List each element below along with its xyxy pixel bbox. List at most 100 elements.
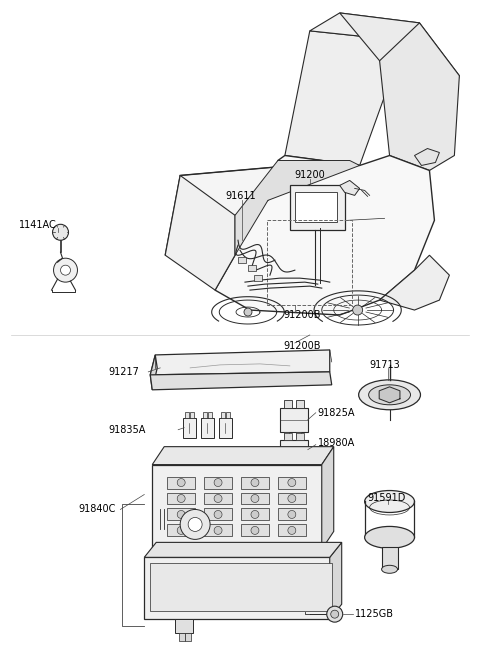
Bar [254, 275, 262, 281]
Polygon shape [380, 255, 449, 310]
Circle shape [288, 479, 296, 487]
Text: 18980A: 18980A [318, 438, 355, 447]
Bar [208, 412, 212, 418]
Bar [296, 433, 304, 440]
Circle shape [180, 510, 210, 539]
Bar [284, 433, 292, 440]
Circle shape [214, 527, 222, 534]
Bar [226, 412, 230, 418]
Bar [295, 193, 336, 222]
Circle shape [214, 479, 222, 487]
Polygon shape [150, 355, 157, 390]
Circle shape [214, 510, 222, 519]
Text: 91591D: 91591D [368, 493, 406, 502]
Bar [241, 508, 269, 521]
Bar [185, 412, 189, 418]
Ellipse shape [365, 527, 415, 548]
Bar [241, 477, 269, 489]
Circle shape [288, 527, 296, 534]
Bar [284, 400, 292, 408]
Ellipse shape [359, 380, 420, 410]
Polygon shape [322, 447, 334, 550]
Bar [185, 633, 191, 641]
Text: 91825A: 91825A [318, 408, 355, 418]
Bar [201, 418, 214, 438]
Bar [290, 185, 345, 231]
Circle shape [353, 305, 363, 315]
Circle shape [331, 610, 339, 618]
Circle shape [177, 527, 185, 534]
Text: 91217: 91217 [108, 367, 139, 377]
Circle shape [288, 495, 296, 502]
Bar [167, 508, 195, 521]
Bar [219, 418, 232, 438]
Ellipse shape [382, 565, 397, 573]
Circle shape [251, 527, 259, 534]
Bar [382, 548, 397, 569]
Circle shape [251, 510, 259, 519]
Text: 91200B: 91200B [283, 341, 320, 351]
Bar [190, 412, 194, 418]
Bar [167, 493, 195, 504]
Bar [183, 418, 196, 438]
Polygon shape [150, 350, 330, 375]
Bar [150, 563, 332, 611]
Polygon shape [330, 542, 342, 619]
Bar [267, 220, 352, 305]
Circle shape [188, 517, 202, 531]
Circle shape [54, 258, 77, 282]
Bar [241, 525, 269, 536]
Polygon shape [215, 155, 434, 315]
Bar [204, 477, 232, 489]
Circle shape [288, 510, 296, 519]
Bar [167, 525, 195, 536]
Polygon shape [379, 387, 400, 403]
Polygon shape [235, 160, 360, 255]
Circle shape [251, 495, 259, 502]
Circle shape [177, 495, 185, 502]
Bar [296, 400, 304, 408]
Text: 1125GB: 1125GB [355, 609, 394, 619]
Ellipse shape [369, 385, 410, 405]
Bar [204, 525, 232, 536]
Circle shape [177, 510, 185, 519]
Bar [248, 265, 256, 271]
Circle shape [177, 479, 185, 487]
Polygon shape [152, 447, 334, 464]
Bar [152, 464, 322, 550]
Polygon shape [340, 180, 360, 195]
Bar [179, 633, 185, 641]
Polygon shape [165, 176, 235, 290]
Bar [175, 619, 193, 633]
Text: 91200B: 91200B [283, 310, 320, 320]
Bar [278, 525, 306, 536]
Circle shape [244, 308, 252, 316]
Polygon shape [310, 13, 420, 41]
Circle shape [60, 265, 71, 275]
Bar [278, 508, 306, 521]
Polygon shape [285, 31, 405, 166]
Bar [278, 493, 306, 504]
Bar [203, 412, 207, 418]
Text: 91713: 91713 [370, 360, 400, 370]
Circle shape [251, 479, 259, 487]
Text: 91840C: 91840C [78, 504, 116, 514]
Bar [221, 412, 225, 418]
Circle shape [327, 606, 343, 622]
Text: 1141AC: 1141AC [19, 220, 56, 231]
Bar [284, 432, 289, 438]
Polygon shape [415, 149, 439, 166]
Circle shape [52, 224, 69, 240]
Bar [241, 493, 269, 504]
Polygon shape [150, 372, 332, 390]
Bar [204, 493, 232, 504]
Bar [278, 477, 306, 489]
Polygon shape [380, 23, 459, 170]
Polygon shape [144, 557, 330, 619]
Bar [296, 432, 301, 438]
Circle shape [214, 495, 222, 502]
Bar [204, 508, 232, 521]
Bar [280, 440, 308, 460]
Ellipse shape [365, 491, 415, 512]
Polygon shape [144, 542, 342, 557]
